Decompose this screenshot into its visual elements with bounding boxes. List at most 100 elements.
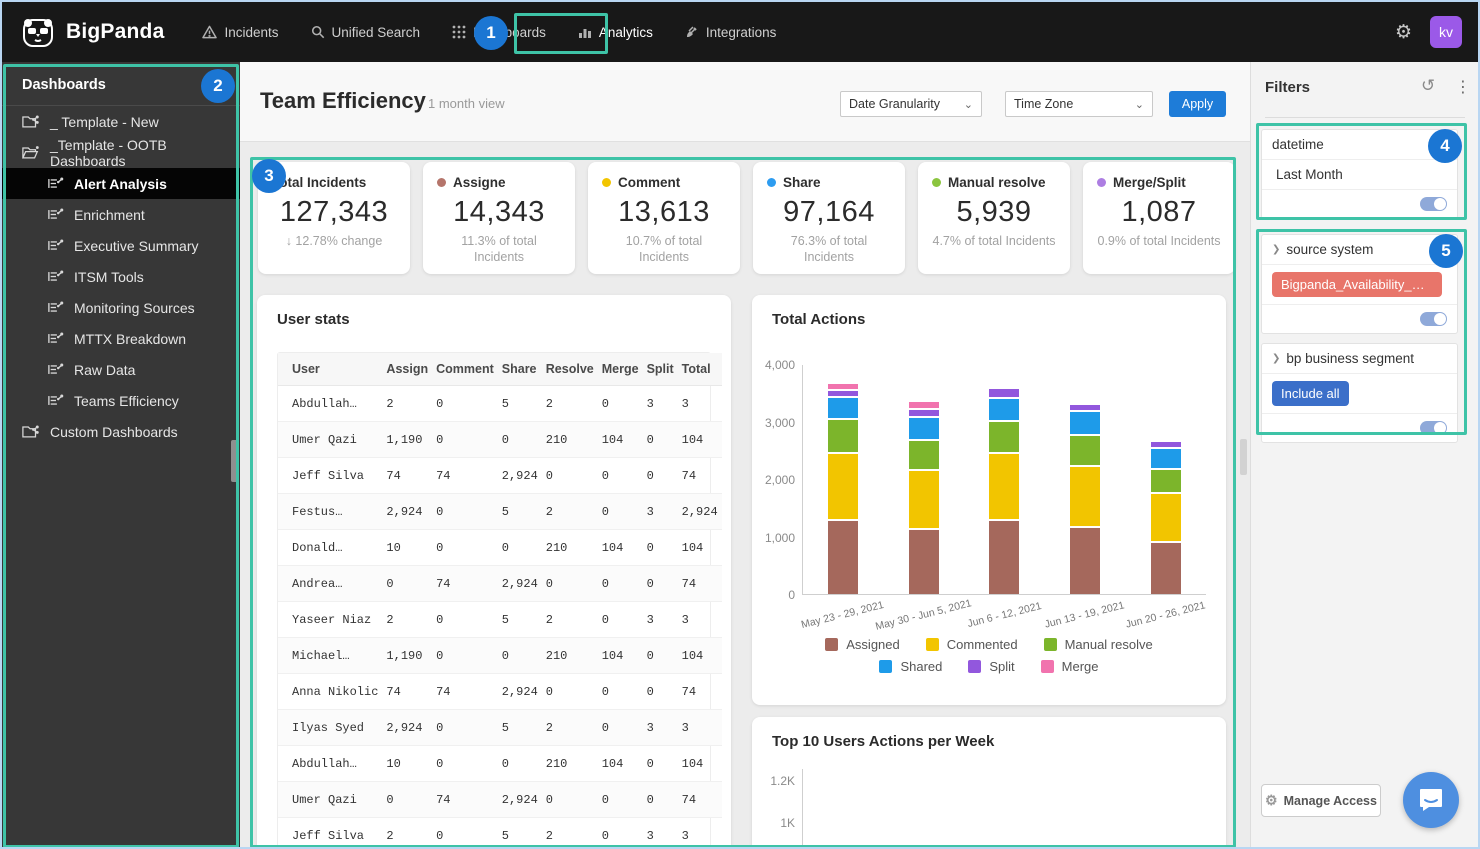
sidebar-scrollbar[interactable]	[231, 440, 239, 482]
legend-swatch	[1044, 638, 1057, 651]
table-cell: 0	[598, 602, 643, 638]
sidebar-item-label: _ Template - New	[50, 114, 159, 130]
kpi-card-comment: Comment13,61310.7% of total Incidents	[588, 162, 740, 274]
user-stats-title: User stats	[277, 311, 711, 328]
sidebar-item--template-new[interactable]: _ Template - New	[2, 106, 240, 137]
table-cell: 0	[432, 386, 498, 422]
sidebar-item-teams-efficiency[interactable]: Teams Efficiency	[2, 385, 240, 416]
legend-item-merge[interactable]: Merge	[1041, 659, 1099, 674]
ytick-label: 4,000	[765, 358, 795, 372]
search-icon	[311, 25, 325, 39]
table-cell: 104	[598, 746, 643, 782]
sidebar-item-monitoring-sources[interactable]: Monitoring Sources	[2, 292, 240, 323]
kpi-label: Share	[783, 175, 821, 190]
time-zone-select[interactable]: Time Zone ⌄	[1005, 91, 1153, 117]
nav-item-unified-search[interactable]: Unified Search	[307, 19, 425, 46]
include-all-tag[interactable]: Include all	[1272, 381, 1349, 406]
stacked-bar	[909, 402, 939, 594]
legend-item-shared[interactable]: Shared	[879, 659, 942, 674]
manage-access-button[interactable]: ⚙ Manage Access	[1261, 784, 1381, 817]
bar-segment	[1070, 412, 1100, 434]
table-cell: 74	[432, 674, 498, 710]
table-cell: 0	[432, 710, 498, 746]
reset-filters-icon[interactable]: ↺	[1421, 76, 1435, 96]
sidebar-item-custom-dashboards[interactable]: Custom Dashboards	[2, 416, 240, 447]
dashboard-icon	[48, 300, 64, 315]
table-row: Yaseer Niaz2052033	[278, 602, 722, 638]
table-cell: 2,924	[498, 458, 542, 494]
table-cell: 2	[382, 818, 432, 849]
table-cell: 0	[432, 530, 498, 566]
table-cell: 2	[542, 818, 598, 849]
bp-business-segment-filter-toggle[interactable]	[1420, 421, 1447, 435]
sidebar-item-enrichment[interactable]: Enrichment	[2, 199, 240, 230]
bp-business-segment-filter-header[interactable]: ❯ bp business segment	[1262, 344, 1457, 374]
table-cell: 0	[498, 638, 542, 674]
stacked-bar	[989, 389, 1019, 594]
sidebar-item-mttx-breakdown[interactable]: MTTX Breakdown	[2, 323, 240, 354]
bar-segment	[909, 441, 939, 469]
table-cell: 2,924	[678, 494, 722, 530]
legend-swatch	[1041, 660, 1054, 673]
table-cell: 2	[382, 386, 432, 422]
kpi-value: 127,343	[272, 196, 396, 229]
legend-item-commented[interactable]: Commented	[926, 637, 1018, 652]
main-scrollbar[interactable]	[1240, 439, 1247, 475]
bigpanda-logo[interactable]: BigPanda	[20, 16, 164, 48]
nav-item-label: Unified Search	[332, 25, 421, 40]
table-cell: 0	[382, 782, 432, 818]
nav-item-incidents[interactable]: Incidents	[198, 19, 282, 46]
sidebar-item-label: ITSM Tools	[74, 269, 144, 285]
kpi-value: 1,087	[1097, 196, 1221, 229]
user-stats-card: User stats UserAssignCommentShareResolve…	[257, 295, 731, 849]
user-avatar[interactable]: kv	[1430, 16, 1462, 48]
bar-segment	[989, 454, 1019, 519]
table-cell: 0	[432, 602, 498, 638]
date-granularity-select[interactable]: Date Granularity ⌄	[840, 91, 982, 117]
nav-item-analytics[interactable]: Analytics	[574, 19, 657, 46]
table-cell: 3	[678, 818, 722, 849]
table-cell: 1,190	[382, 422, 432, 458]
table-cell: 0	[542, 458, 598, 494]
top10-users-title: Top 10 Users Actions per Week	[772, 733, 1206, 750]
dashboards-sidebar: Dashboards _ Template - New_Template - O…	[2, 62, 240, 849]
legend-item-split[interactable]: Split	[968, 659, 1014, 674]
datetime-filter-value[interactable]: Last Month	[1262, 160, 1457, 190]
settings-gear-icon[interactable]: ⚙	[1395, 21, 1412, 44]
integration-icon	[685, 25, 699, 39]
legend-item-assigned[interactable]: Assigned	[825, 637, 899, 652]
sidebar-item-alert-analysis[interactable]: Alert Analysis	[2, 168, 240, 199]
dashboard-icon	[48, 269, 64, 284]
datetime-filter-toggle[interactable]	[1420, 197, 1447, 211]
filter-value: Last Month	[1276, 167, 1343, 182]
table-row: Umer Qazi1,190002101040104	[278, 422, 722, 458]
source-system-tag[interactable]: Bigpanda_Availability_Mon...	[1272, 272, 1442, 297]
filter-label: bp business segment	[1286, 351, 1414, 366]
table-cell: 104	[678, 422, 722, 458]
apply-button[interactable]: Apply	[1169, 91, 1226, 117]
bar-segment	[828, 391, 858, 396]
chevron-down-icon: ⌄	[964, 98, 973, 111]
time-zone-value: Time Zone	[1014, 97, 1073, 111]
sidebar-item-executive-summary[interactable]: Executive Summary	[2, 230, 240, 261]
source-system-filter-toggle[interactable]	[1420, 312, 1447, 326]
total-actions-title: Total Actions	[772, 311, 1206, 328]
page-title: Team Efficiency	[260, 88, 426, 114]
annotation-badge-3: 3	[252, 159, 286, 193]
screen: BigPanda Incidents Unified Search Dashboar…	[0, 0, 1480, 849]
table-cell: Ilyas Syed	[278, 710, 382, 746]
column-header: Resolve	[542, 353, 598, 386]
sidebar-item--template-ootb-dashboards[interactable]: _Template - OOTB Dashboards	[2, 137, 240, 168]
source-system-filter-header[interactable]: ❯ source system	[1262, 235, 1457, 265]
chat-bubble-button[interactable]	[1403, 772, 1459, 828]
sidebar-item-raw-data[interactable]: Raw Data	[2, 354, 240, 385]
kpi-value: 14,343	[437, 196, 561, 229]
table-row: Abdullah…10002101040104	[278, 746, 722, 782]
manage-access-label: Manage Access	[1284, 794, 1377, 808]
kebab-menu-icon[interactable]: ⋮	[1455, 77, 1471, 97]
table-cell: 210	[542, 746, 598, 782]
legend-item-manual-resolve[interactable]: Manual resolve	[1044, 637, 1153, 652]
table-cell: 3	[643, 602, 678, 638]
nav-item-integrations[interactable]: Integrations	[681, 19, 781, 46]
sidebar-item-itsm-tools[interactable]: ITSM Tools	[2, 261, 240, 292]
